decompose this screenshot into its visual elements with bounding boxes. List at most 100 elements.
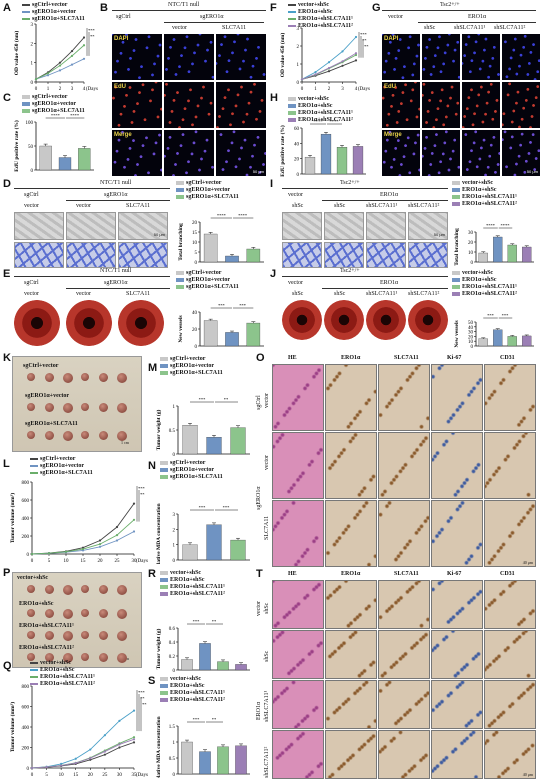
ihc-image <box>325 364 377 431</box>
legend-item: sgCtrl+vector <box>22 2 85 9</box>
tube-bright-image <box>66 212 116 240</box>
legend-a: sgCtrl+vector sgERO1α+vector sgERO1α+SLC7A… <box>22 2 85 23</box>
legend-label: sgERO1α+vector <box>170 363 215 369</box>
x-tick-label: 30 <box>117 773 123 778</box>
panel-label-I: I <box>270 178 274 190</box>
y-tick-label: 40 <box>192 311 198 316</box>
legend-item: ERO1α+shSLC7A11¹ <box>30 674 95 681</box>
x-tick-label: 1 <box>314 87 317 92</box>
legend-label: sgERO1α+SLC7A11 <box>186 284 239 290</box>
bar <box>199 643 211 671</box>
data-point <box>354 35 358 39</box>
legend-swatch <box>160 370 168 375</box>
tumor <box>117 431 127 441</box>
tumor <box>81 585 89 593</box>
data-point <box>103 753 106 756</box>
legend-label: ERO1α+shSLC7A11² <box>170 591 225 597</box>
d-header-sgero1a: sgERO1α <box>104 192 128 198</box>
tumor <box>117 585 127 595</box>
sig-label: **** <box>486 223 496 228</box>
chart-l-tumor-volume: 0 200 400 600 800 Tumor volume (mm³) 0 5 10 15 20 2… <box>9 481 148 564</box>
edu-image <box>462 130 500 176</box>
data-point <box>58 64 62 67</box>
legend-swatch <box>160 690 168 695</box>
x-tick-label: 0 <box>301 87 304 92</box>
tumor <box>99 631 108 640</box>
e-header-sgctrl: sgCtrl <box>24 280 39 286</box>
data-point <box>132 736 136 739</box>
tumor <box>81 631 89 639</box>
legend-label: sgERO1α+SLC7A11 <box>32 16 85 22</box>
legend-swatch <box>160 467 168 472</box>
y-tick-label: 0.5 <box>169 429 176 434</box>
legend-swatch <box>176 194 184 199</box>
tumor <box>117 653 127 663</box>
legend-label: vector+shSc <box>298 2 330 8</box>
legend-item: vector+shSc <box>30 660 95 667</box>
t-row-shsc2: shSc <box>264 650 270 662</box>
edu-image <box>422 82 460 128</box>
y-tick-label: 0 <box>31 169 34 174</box>
tumor <box>45 431 54 440</box>
legend-swatch <box>452 187 460 192</box>
chart-c-edu-rate: 0 50 100 EdU positive rate (%) **** **** <box>13 113 94 174</box>
bar <box>206 437 222 455</box>
stain-label: Merge <box>114 132 132 138</box>
legend-label: sgERO1α+vector <box>186 277 231 283</box>
data-point <box>30 766 34 770</box>
legend-c: sgCtrl+vector sgERO1α+vector sgERO1α+SLC7A… <box>22 94 85 115</box>
tumor-photo-p: vector+shSc ERO1α+shSc ERO1α+shSLC7A11¹ … <box>12 572 142 668</box>
legend-label: ERO1α+shSc <box>298 9 333 15</box>
stain-label: EdU <box>114 84 126 90</box>
bar <box>182 425 198 455</box>
g-header-shsc: shSc <box>424 25 436 31</box>
legend-label: sgERO1α+vector <box>170 467 215 473</box>
tumor <box>117 631 127 641</box>
y-axis-label: Relative MDA concentration <box>156 503 162 564</box>
x-tick-label: 20 <box>98 559 104 564</box>
ihc-image <box>272 680 324 729</box>
tumor <box>117 373 127 383</box>
y-tick-label: 800 <box>22 481 30 486</box>
x-tick-label: 20 <box>88 773 94 778</box>
tube-mask-image <box>366 242 406 268</box>
legend-item: ERO1α+shSLC7A11² <box>288 117 353 124</box>
y-tick-label: 1 <box>173 405 176 410</box>
y-tick-label: 20 <box>468 241 474 246</box>
ihc-image: 40 μm <box>484 500 536 567</box>
bar <box>230 539 246 561</box>
e-header-ntc: NTC/T1 null <box>100 268 132 274</box>
legend-swatch <box>288 17 296 20</box>
tumor <box>63 373 73 383</box>
x-tick-label: 10 <box>59 773 64 778</box>
i-header-shslc2: shSLC7A11² <box>408 203 440 209</box>
p-label-2: ERO1α+shSc <box>19 601 54 607</box>
edu-image: 50 μm <box>502 130 540 176</box>
edu-image: DAPI <box>382 34 420 80</box>
y-tick-label: 0.4 <box>169 641 176 646</box>
legend-item: sgERO1α+vector <box>176 187 239 194</box>
panel-label-G: G <box>372 2 381 14</box>
legend-swatch <box>160 683 168 688</box>
j-header-shsc1: shSc <box>292 291 304 297</box>
legend-item: sgCtrl+vector <box>160 356 223 363</box>
legend-item: vector+shSc <box>452 270 517 277</box>
legend-item: vector+shSc <box>452 180 517 187</box>
y-tick-label: 3 <box>173 513 176 518</box>
panel-label-F: F <box>270 2 277 14</box>
data-point <box>34 78 38 81</box>
data-point <box>47 552 51 555</box>
legend-label: sgCtrl+vector <box>186 270 222 276</box>
data-point <box>89 758 92 761</box>
e-header-sgero1a: sgERO1α <box>104 280 128 286</box>
x-axis-label: (Days) <box>136 773 148 778</box>
y-tick-label: 0.5 <box>169 757 176 762</box>
y-tick-label: 0 <box>173 773 176 778</box>
panel-label-O: O <box>256 352 265 364</box>
tumor <box>81 609 89 617</box>
sig-label: **** <box>330 119 340 124</box>
bar <box>522 246 532 263</box>
b-header-ntc: NTC/T1 null <box>168 2 200 8</box>
